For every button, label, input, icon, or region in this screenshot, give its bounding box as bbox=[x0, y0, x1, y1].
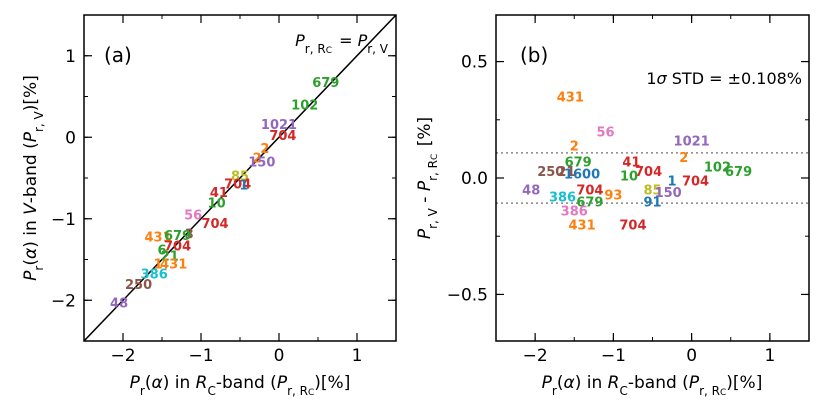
x-tick-label: −2 bbox=[523, 346, 548, 366]
data-point-label: 704 bbox=[635, 165, 662, 180]
x-tick-label: −2 bbox=[110, 346, 135, 366]
data-point-label: 250 bbox=[125, 278, 152, 293]
panel-a: −2 −1 0 1−2−101 679102102170422150857041411… bbox=[21, 14, 397, 398]
data-point-label: 250 bbox=[537, 165, 564, 180]
data-point-label: 2 bbox=[253, 152, 262, 167]
data-point-label: 10 bbox=[620, 170, 638, 185]
data-point-label: 1021 bbox=[261, 118, 297, 133]
data-point-label: 1 bbox=[668, 174, 677, 189]
panel-a-xlabel: Pr(α) in RC-band (Pr, RC)[%] bbox=[130, 373, 351, 398]
data-point-label: 93 bbox=[604, 188, 622, 203]
y-tick-label: −2 bbox=[51, 291, 76, 311]
panel-a-ylabel: Pr(α) in V-band (Pr, V)[%] bbox=[21, 75, 46, 281]
panel-b-frame bbox=[495, 14, 810, 342]
data-point-label: 3 bbox=[185, 227, 194, 242]
data-point-label: 1 bbox=[239, 179, 248, 194]
data-point-label: 150 bbox=[248, 156, 275, 171]
data-point-label: 56 bbox=[184, 209, 202, 224]
x-tick-label: 1 bbox=[352, 346, 363, 366]
data-point-label: 48 bbox=[110, 297, 128, 312]
y-tick-label: 0.5 bbox=[461, 53, 488, 73]
data-point-label: 431 bbox=[557, 91, 584, 106]
data-point-label: 150 bbox=[655, 186, 682, 201]
data-point-label: 679 bbox=[164, 229, 191, 244]
data-point-label: 704 bbox=[269, 129, 296, 144]
data-point-label: 679 bbox=[312, 76, 339, 91]
data-point-label: 679 bbox=[725, 165, 752, 180]
data-point-label: 6 bbox=[157, 244, 166, 259]
data-point-label: 431 bbox=[145, 231, 172, 246]
data-point-label: 41 bbox=[622, 156, 640, 171]
data-point-label: 2 bbox=[260, 142, 269, 157]
y-tick-label: 0.0 bbox=[461, 169, 488, 189]
x-tick-label: −1 bbox=[188, 346, 213, 366]
data-point-label: 704 bbox=[682, 174, 709, 189]
data-point-label: 704 bbox=[164, 240, 191, 255]
data-point-label: 48 bbox=[522, 184, 540, 199]
data-point-label: 679 bbox=[565, 156, 592, 171]
data-point-label: 102 bbox=[291, 99, 318, 114]
data-point-label: 386 bbox=[549, 191, 576, 206]
data-point-label: 1021 bbox=[674, 135, 710, 150]
x-tick-label: 0 bbox=[686, 346, 697, 366]
panel-b-ylabel: Pr, V - Pr, RC [%] bbox=[415, 117, 440, 239]
y-tick-label: 0 bbox=[65, 128, 76, 148]
data-point-label: 1600 bbox=[564, 167, 600, 182]
identity-line bbox=[84, 15, 396, 341]
panel-a-frame bbox=[83, 14, 397, 342]
data-point-label: 704 bbox=[576, 184, 603, 199]
data-point-label: 21 bbox=[557, 165, 575, 180]
data-point-label: 102 bbox=[704, 160, 731, 175]
data-point-label: 10 bbox=[208, 196, 226, 211]
data-point-label: 704 bbox=[619, 219, 646, 234]
data-point-label: 85 bbox=[643, 184, 661, 199]
panel-a-ticks: −2 −1 0 1 −2 −1 0 1 bbox=[51, 14, 397, 366]
panel-b-ticks: −2 −1 0 1 −0.5 0.0 0.5 bbox=[447, 15, 810, 366]
y-tick-label: −0.5 bbox=[447, 285, 488, 305]
data-point-label: 91 bbox=[643, 195, 661, 210]
y-tick-label: −1 bbox=[51, 210, 76, 230]
data-point-label: 704 bbox=[224, 178, 251, 193]
data-point-label: 386 bbox=[141, 267, 168, 282]
data-point-label: 431 bbox=[160, 258, 187, 273]
x-tick-label: 0 bbox=[274, 346, 285, 366]
x-tick-label: 1 bbox=[764, 346, 775, 366]
data-point-label: 56 bbox=[597, 125, 615, 140]
data-point-label: 431 bbox=[569, 219, 596, 234]
data-point-label: 679 bbox=[576, 195, 603, 210]
data-point-label: 386 bbox=[561, 205, 588, 220]
panel-a-label: (a) bbox=[104, 43, 132, 67]
data-point-label: 704 bbox=[201, 217, 228, 232]
data-point-label: 21 bbox=[161, 249, 179, 264]
data-point-label: 2 bbox=[570, 139, 579, 154]
data-point-label: 2 bbox=[679, 151, 688, 166]
panel-b-label: (b) bbox=[520, 43, 548, 67]
y-tick-label: 1 bbox=[65, 47, 76, 67]
x-tick-label: −1 bbox=[601, 346, 626, 366]
panel-a-annotation: Pr, RC = Pr, V bbox=[295, 31, 389, 56]
panel-b-xlabel: Pr(α) in RC-band (Pr, RC)[%] bbox=[542, 373, 763, 398]
data-point-label: 85 bbox=[231, 170, 249, 185]
panel-b-annotation: 1σ STD = ±0.108% bbox=[646, 69, 802, 88]
data-point-label: 41 bbox=[210, 186, 228, 201]
data-point-label: 1 bbox=[154, 258, 163, 273]
